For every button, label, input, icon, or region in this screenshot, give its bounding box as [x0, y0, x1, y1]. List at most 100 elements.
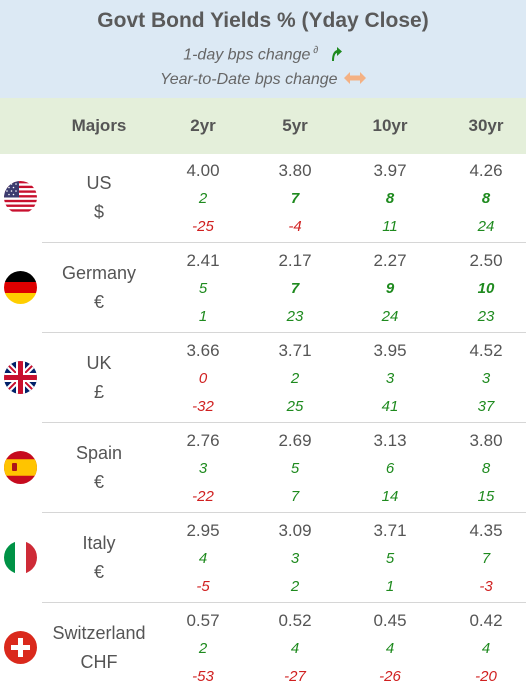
legend-ytd-label: Year-to-Date bps change — [159, 71, 338, 89]
row-divider — [42, 332, 526, 333]
yield-value: 3.09 — [278, 521, 312, 540]
ytd-change-value: 41 — [381, 398, 399, 415]
daily-change-value: 2 — [198, 190, 208, 207]
ytd-change-value: 37 — [477, 398, 495, 415]
daily-change-value: 5 — [290, 460, 300, 477]
daily-change-value: 7 — [290, 280, 300, 297]
table-row: Switzerland CHF 0.57 2 -53 0.52 4 -27 0.45 4 -26 0.… — [0, 604, 526, 693]
ytd-change-value: -53 — [192, 668, 214, 685]
yield-value: 2.27 — [373, 251, 407, 270]
column-header-row: Majors 2yr 5yr 10yr 30yr — [0, 98, 526, 154]
ytd-change-value: 2 — [290, 578, 300, 595]
table-row: US $4.00 2 -25 3.80 7 -4 3.97 8 11 4.26 8 24 — [0, 154, 526, 243]
currency-symbol: € — [93, 292, 104, 312]
ytd-change-value: 24 — [381, 308, 399, 325]
row-divider — [42, 602, 526, 603]
left-right-arrow-icon — [344, 71, 367, 89]
ytd-change-value: 7 — [290, 488, 300, 505]
country-name: Spain — [75, 443, 123, 463]
ytd-change-value: -26 — [379, 668, 401, 685]
yield-value: 3.71 — [278, 341, 312, 360]
ytd-change-value: -20 — [475, 668, 497, 685]
currency-symbol: € — [93, 472, 104, 492]
page-title: Govt Bond Yields % (Yday Close) — [97, 9, 429, 32]
legend-daily-sup: ∂ — [313, 45, 319, 57]
daily-change-value: 6 — [385, 460, 395, 477]
daily-change-value: 2 — [290, 370, 300, 387]
yield-value: 2.69 — [278, 431, 312, 450]
yield-value: 3.95 — [373, 341, 407, 360]
yield-value: 4.52 — [469, 341, 503, 360]
legend-ytd-change: Year-to-Date bps change — [0, 71, 526, 89]
ytd-change-value: -25 — [192, 218, 214, 235]
ytd-change-value: -5 — [196, 578, 210, 595]
currency-symbol: CHF — [80, 652, 118, 672]
daily-change-value: 8 — [481, 190, 491, 207]
daily-change-value: 3 — [198, 460, 208, 477]
yield-value: 4.00 — [186, 161, 220, 180]
ytd-change-value: -32 — [192, 398, 214, 415]
daily-change-value: 4 — [290, 640, 300, 657]
ytd-change-value: -27 — [284, 668, 306, 685]
italy-flag-icon — [4, 541, 37, 574]
table-row: Germany €2.41 5 1 2.17 7 23 2.27 9 24 2.50 10 23 — [0, 244, 526, 333]
daily-change-value: 3 — [385, 370, 395, 387]
yield-value: 3.97 — [373, 161, 407, 180]
currency-symbol: $ — [93, 202, 104, 222]
country-name: US — [86, 173, 112, 193]
daily-change-value: 4 — [385, 640, 395, 657]
yield-value: 3.80 — [278, 161, 312, 180]
ytd-change-value: 15 — [477, 488, 495, 505]
daily-change-value: 7 — [290, 190, 300, 207]
curved-up-arrow-icon — [329, 44, 343, 67]
currency-symbol: € — [93, 562, 104, 582]
currency-symbol: £ — [93, 382, 104, 402]
daily-change-value: 5 — [198, 280, 208, 297]
yield-value: 2.95 — [186, 521, 220, 540]
table-row: Italy €2.95 4 -5 3.09 3 2 3.71 5 1 4.35 7 -3 — [0, 514, 526, 603]
uk-flag-icon — [4, 361, 37, 394]
yield-value: 0.57 — [186, 611, 220, 630]
yield-value: 2.76 — [186, 431, 220, 450]
daily-change-value: 4 — [198, 550, 208, 567]
spain-flag-icon — [4, 451, 37, 484]
yield-value: 2.50 — [469, 251, 503, 270]
daily-change-value: 9 — [385, 280, 395, 297]
daily-change-value: 3 — [481, 370, 491, 387]
yield-value: 3.71 — [373, 521, 407, 540]
yield-value: 2.41 — [186, 251, 220, 270]
yield-value: 0.52 — [278, 611, 312, 630]
column-header-5yr: 5yr — [282, 116, 308, 135]
ytd-change-value: 23 — [286, 308, 304, 325]
row-divider — [42, 422, 526, 423]
yield-value: 0.42 — [469, 611, 503, 630]
row-divider — [42, 512, 526, 513]
yield-value: 3.80 — [469, 431, 503, 450]
row-divider — [42, 242, 526, 243]
ytd-change-value: -22 — [192, 488, 214, 505]
yield-value: 3.13 — [373, 431, 407, 450]
country-name: Switzerland — [52, 623, 146, 643]
column-header-2yr: 2yr — [190, 116, 216, 135]
daily-change-value: 3 — [290, 550, 300, 567]
ytd-change-value: -4 — [288, 218, 302, 235]
yield-value: 4.26 — [469, 161, 503, 180]
switzerland-flag-icon — [4, 631, 37, 664]
us-flag-icon — [4, 181, 37, 214]
daily-change-value: 2 — [198, 640, 208, 657]
table-row: UK £3.66 0 -32 3.71 2 25 3.95 3 41 4.52 3 37 — [0, 334, 526, 423]
ytd-change-value: -3 — [479, 578, 493, 595]
country-name: UK — [86, 353, 112, 373]
ytd-change-value: 25 — [286, 398, 304, 415]
column-header-30yr: 30yr — [468, 116, 504, 135]
daily-change-value: 7 — [481, 550, 491, 567]
legend-daily-change: 1-day bps change ∂ — [0, 44, 526, 67]
daily-change-value: 10 — [477, 280, 495, 297]
daily-change-value: 5 — [385, 550, 395, 567]
ytd-change-value: 1 — [198, 308, 208, 325]
ytd-change-value: 24 — [477, 218, 495, 235]
daily-change-value: 0 — [198, 370, 208, 387]
yield-value: 4.35 — [469, 521, 503, 540]
daily-change-value: 4 — [481, 640, 491, 657]
country-name: Germany — [61, 263, 137, 283]
